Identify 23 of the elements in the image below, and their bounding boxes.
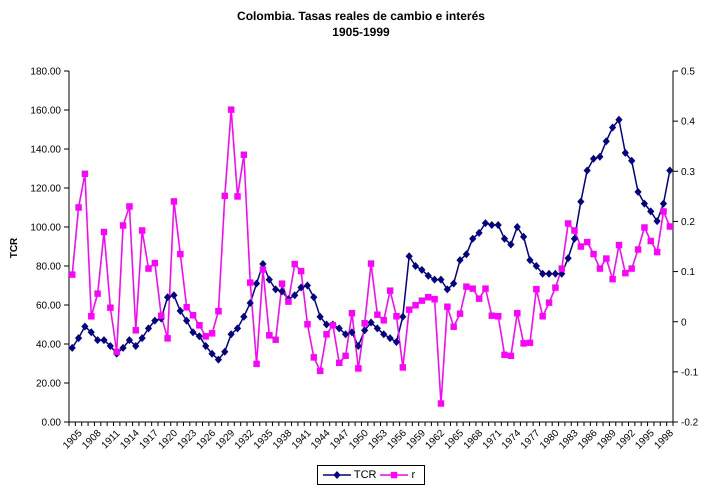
y2-tick-label: 0.4 [681,116,696,128]
y-tick-label: 60.00 [36,300,62,312]
y2-tick-label: 0.3 [681,166,696,178]
y2-tick-label: 0.2 [681,216,696,228]
y-tick-label: 140.00 [30,144,62,156]
chart-title: Colombia. Tasas reales de cambio e interés [237,9,485,23]
y-tick-label: 100.00 [30,222,62,234]
y-tick-label: 120.00 [30,184,62,195]
y-tick-label: 20.00 [36,378,62,390]
chart-subtitle: 1905-1999 [332,25,390,39]
y-tick-label: 160.00 [30,106,62,117]
y-tick-label: 0.00 [42,418,62,429]
y2-tick-label: 0 [681,317,687,328]
y2-tick-label: -0.2 [681,418,699,429]
y2-tick-label: 0.1 [681,267,696,278]
legend-label: r [411,469,416,481]
y-axis-title: TCR [9,238,21,258]
legend-label: TCR [354,469,376,481]
y-tick-label: 180.00 [30,66,62,78]
y-tick-label: 80.00 [36,262,62,273]
y2-tick-label: -0.1 [681,367,699,378]
y2-tick-label: 0.5 [681,66,696,78]
y-tick-label: 40.00 [36,340,62,351]
